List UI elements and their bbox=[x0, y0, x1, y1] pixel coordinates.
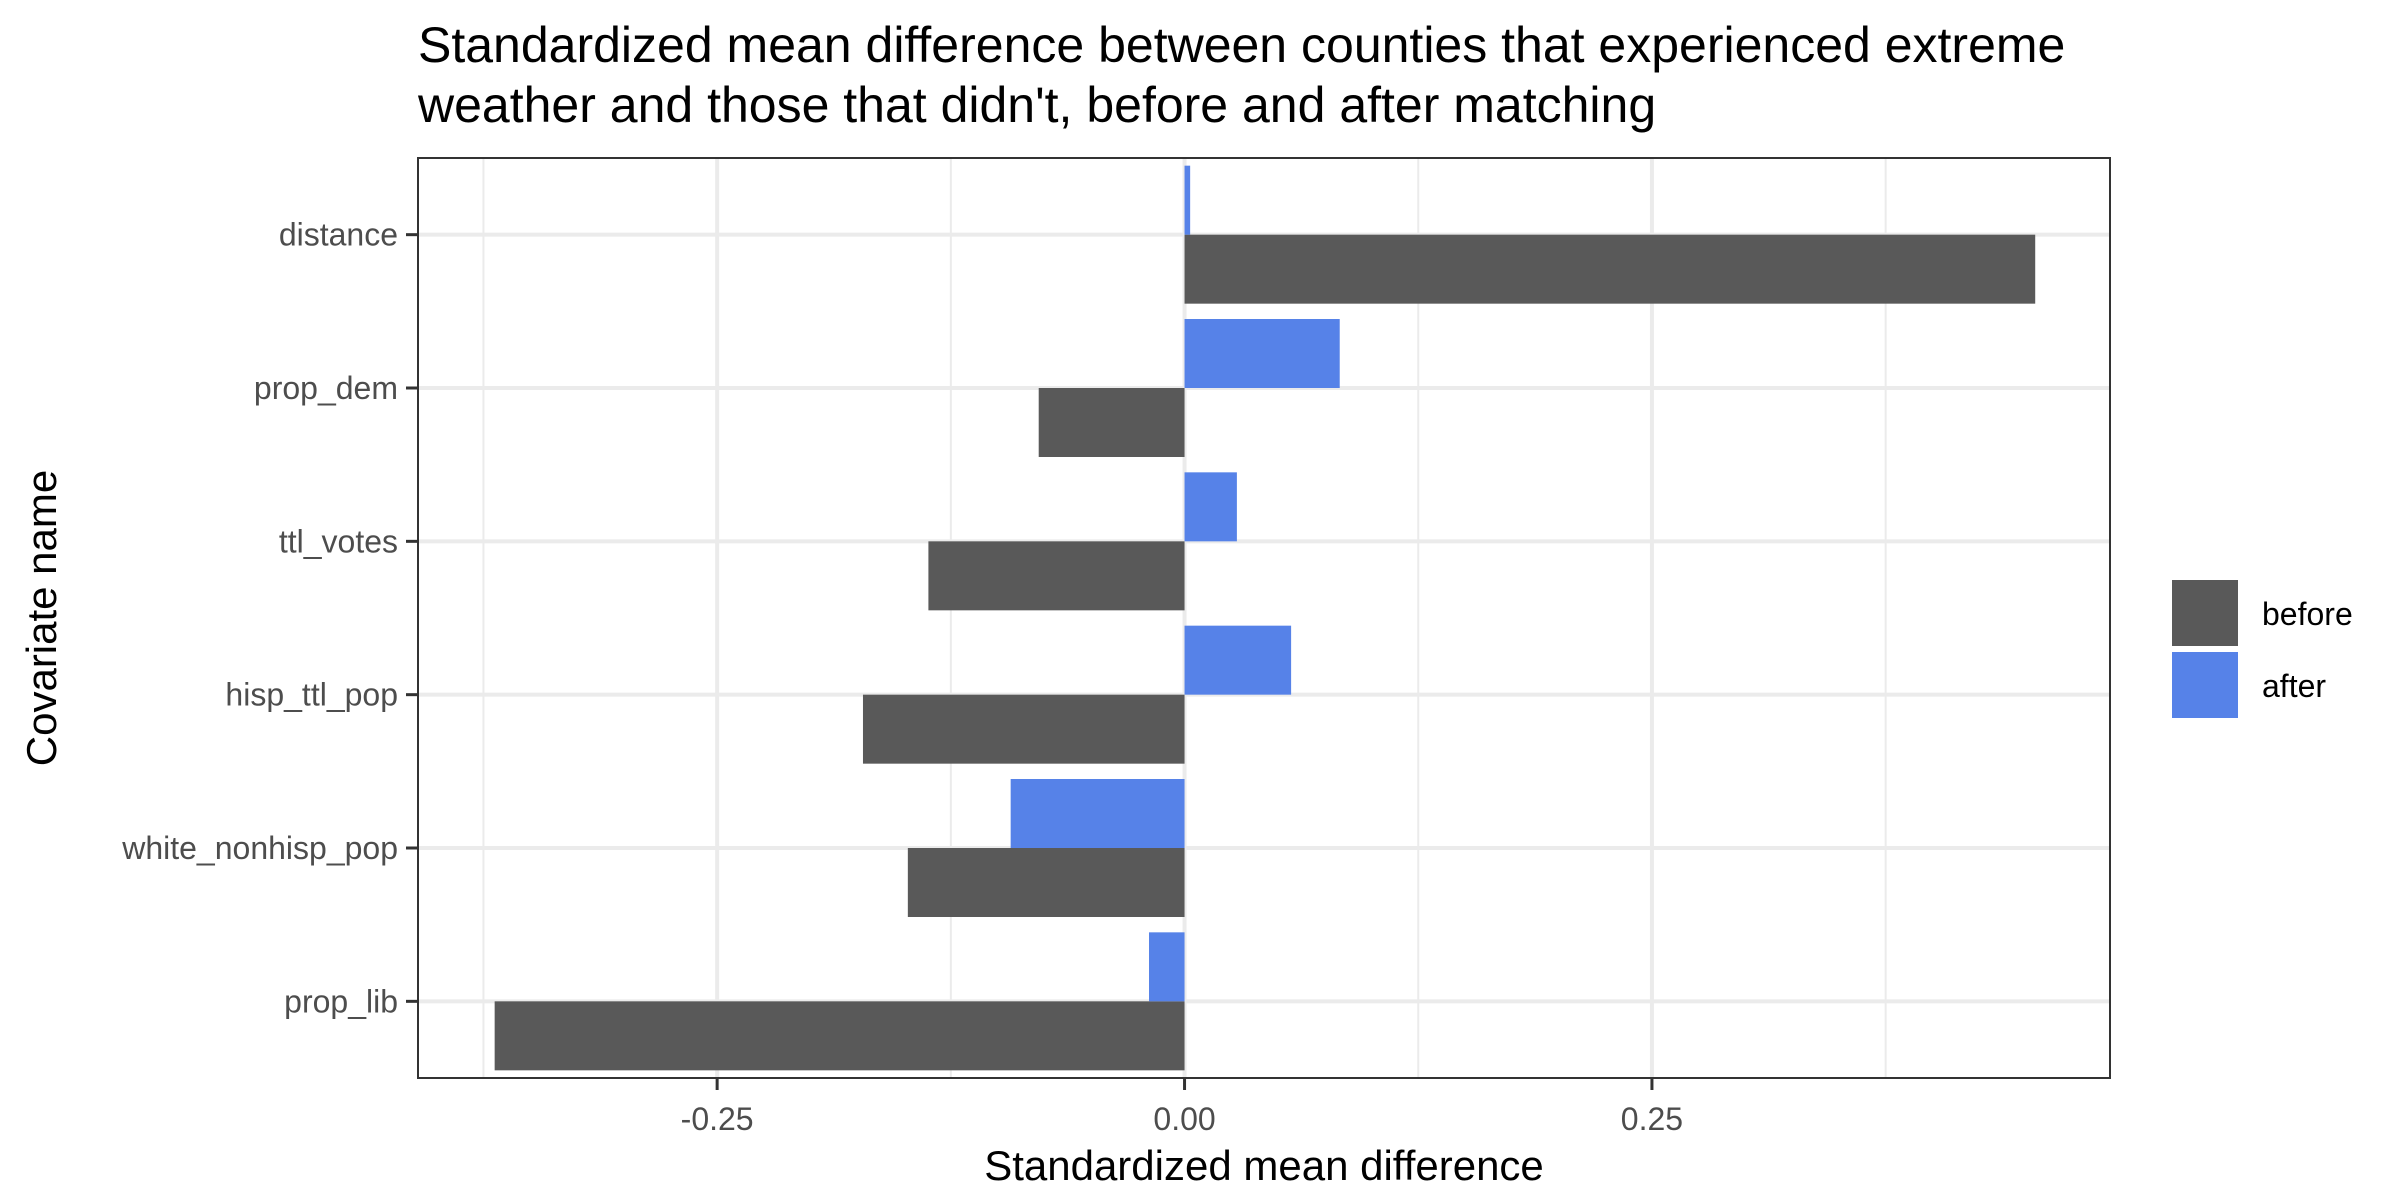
chart-title-line-2: weather and those that didn't, before an… bbox=[417, 77, 1656, 133]
bar-before-hisp-ttl-pop bbox=[862, 694, 1185, 764]
x-tick-label: 0.25 bbox=[1621, 1101, 1683, 1137]
legend-label-before: before bbox=[2262, 596, 2353, 632]
y-tick-label: prop_dem bbox=[254, 370, 398, 406]
bar-after-ttl-votes bbox=[1184, 472, 1237, 542]
bar-before-ttl-votes bbox=[928, 541, 1185, 611]
bar-before-prop-lib bbox=[494, 1001, 1185, 1071]
y-axis-title: Covariate name bbox=[18, 470, 65, 766]
bar-group bbox=[494, 165, 2036, 1071]
y-tick-label: distance bbox=[279, 217, 398, 253]
bar-after-hisp-ttl-pop bbox=[1184, 625, 1292, 695]
bar-after-prop-lib bbox=[1149, 932, 1185, 1002]
x-axis: -0.25 0.00 0.25 bbox=[681, 1078, 1683, 1137]
y-tick-label: hisp_ttl_pop bbox=[225, 677, 398, 713]
bar-after-prop-dem bbox=[1184, 319, 1340, 388]
y-axis: distance prop_dem ttl_votes hisp_ttl_popwhi… bbox=[121, 217, 418, 1019]
x-tick-label: -0.25 bbox=[681, 1101, 754, 1137]
bar-before-prop-dem bbox=[1038, 388, 1185, 457]
panel-background bbox=[418, 158, 2110, 1078]
bar-before-distance bbox=[1184, 234, 2036, 304]
y-tick-label: ttl_votes bbox=[279, 523, 398, 559]
legend-label-after: after bbox=[2262, 668, 2326, 704]
x-axis-title: Standardized mean difference bbox=[984, 1142, 1544, 1189]
panel-border bbox=[417, 157, 2111, 1079]
bar-after-distance bbox=[1184, 165, 1191, 235]
legend-key-after bbox=[2172, 652, 2238, 718]
y-tick-label: prop_lib bbox=[284, 983, 398, 1019]
y-tick-label: white_nonhisp_pop bbox=[121, 830, 398, 866]
bar-before-white-nonhisp-pop bbox=[907, 848, 1185, 917]
legend: before after bbox=[2172, 580, 2353, 718]
chart-title-line-1: Standardized mean difference between cou… bbox=[418, 17, 2065, 73]
bar-after-white-nonhisp-pop bbox=[1010, 779, 1185, 848]
chart-title: Standardized mean difference between cou… bbox=[417, 17, 2079, 133]
legend-key-before bbox=[2172, 580, 2238, 646]
plot-panel bbox=[417, 157, 2111, 1079]
x-tick-label: 0.00 bbox=[1153, 1101, 1215, 1137]
